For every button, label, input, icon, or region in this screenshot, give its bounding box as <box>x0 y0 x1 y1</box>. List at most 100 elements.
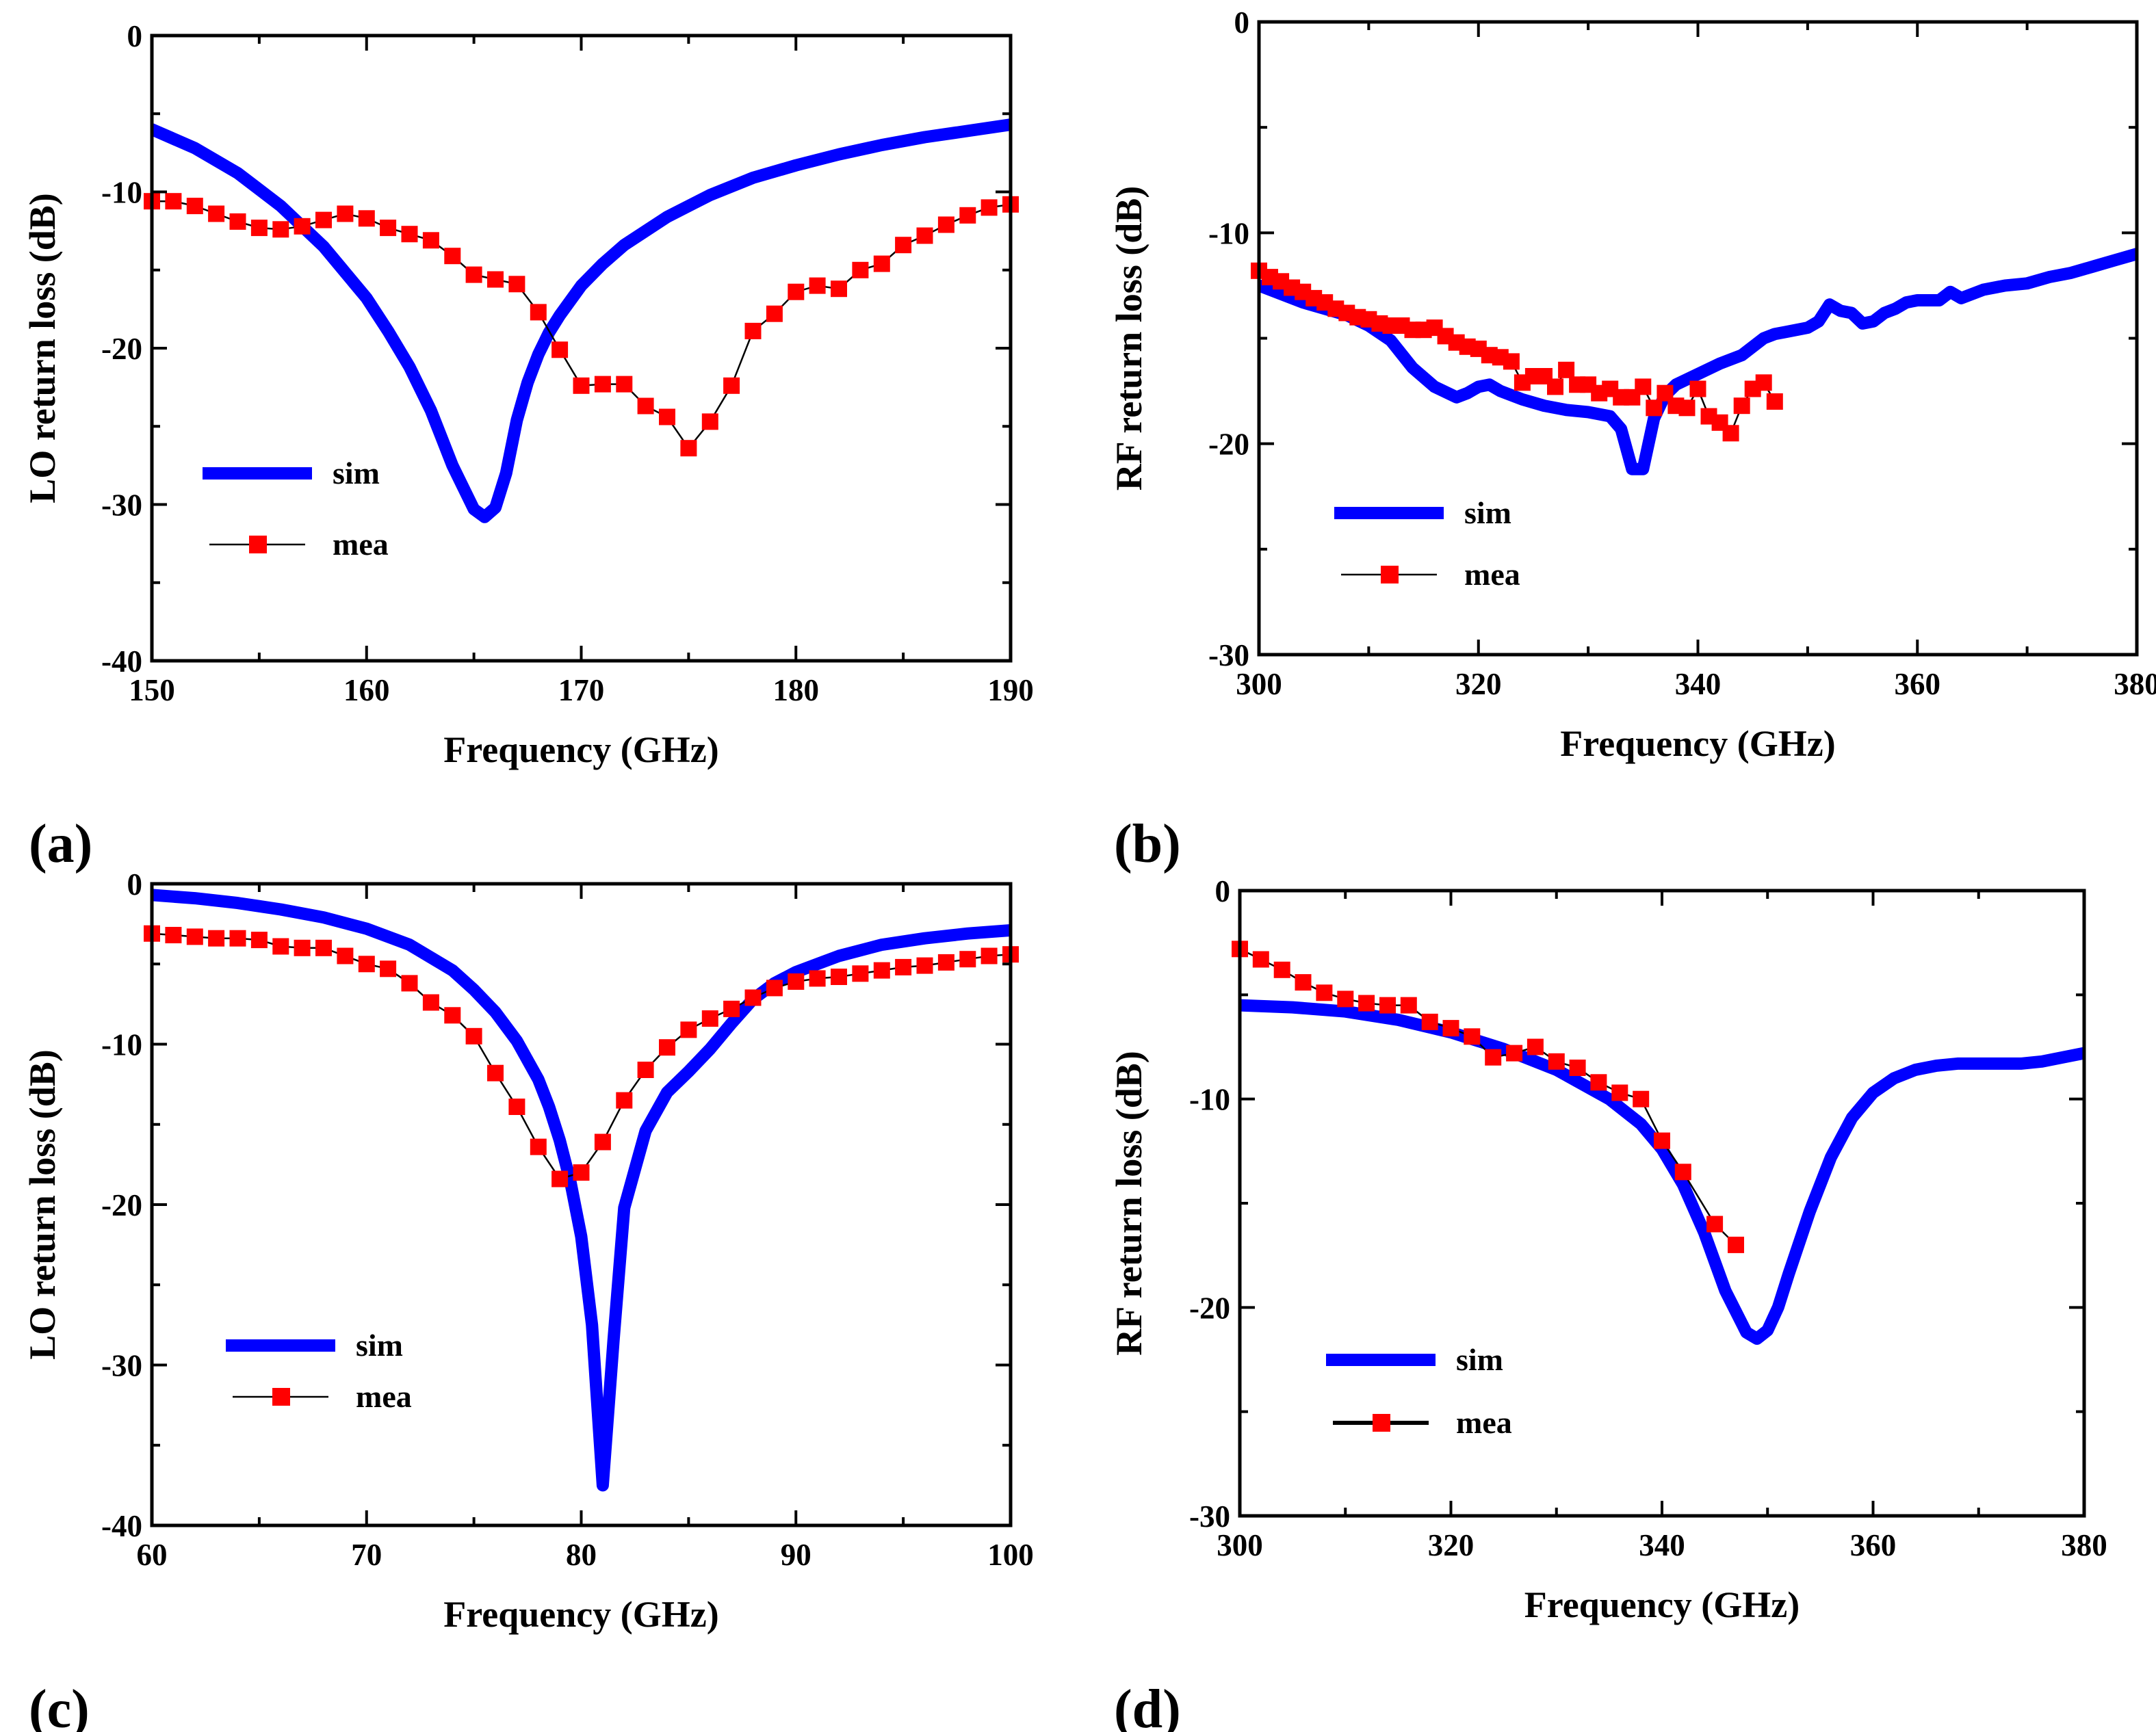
x-tick-label: 170 <box>558 673 605 707</box>
x-tick-label: 190 <box>987 673 1034 707</box>
legend: sim mea <box>1334 495 1520 592</box>
mea-point <box>1485 1049 1502 1066</box>
y-tick-label: 0 <box>127 19 143 53</box>
x-tick-label: 180 <box>773 673 820 707</box>
mea-point <box>422 994 439 1011</box>
y-tick-label: -40 <box>101 1509 142 1543</box>
legend-sim-label: sim <box>1464 495 1511 530</box>
mea-point <box>1728 1236 1744 1253</box>
x-tick-label: 60 <box>137 1538 168 1572</box>
mea-point <box>659 1039 675 1056</box>
mea-point <box>337 947 354 965</box>
x-tick-label: 90 <box>781 1538 811 1572</box>
panel-label: (c) <box>29 1679 90 1732</box>
y-axis-label: LO return loss (dB) <box>22 193 63 503</box>
y-tick-label: -30 <box>101 1349 142 1383</box>
mea-point <box>916 957 933 974</box>
mea-point <box>980 947 998 965</box>
legend-sim-label: sim <box>1456 1342 1503 1377</box>
mea-point <box>208 930 225 947</box>
mea-connector-line <box>1259 270 1776 435</box>
mea-point <box>852 261 869 278</box>
mea-point <box>508 276 525 293</box>
mea-point <box>1635 378 1652 395</box>
mea-point <box>508 1099 525 1115</box>
mea-point <box>1722 425 1739 442</box>
mea-point <box>1252 951 1269 968</box>
mea-connector-line <box>1240 948 1737 1246</box>
mea-point <box>723 1000 740 1017</box>
mea-point <box>809 970 826 987</box>
mea-point <box>294 218 311 235</box>
y-tick-label: -30 <box>1208 638 1249 672</box>
mea-point <box>573 377 590 394</box>
legend-mea-label: mea <box>356 1379 412 1414</box>
mea-point <box>1569 1060 1586 1076</box>
mea-point <box>487 1064 504 1081</box>
mea-point <box>594 1133 611 1151</box>
mea-point <box>165 927 182 943</box>
y-tick-label: -40 <box>101 644 142 679</box>
mea-point <box>1337 990 1354 1008</box>
mea-point <box>1646 399 1663 417</box>
chart-panel-c: 60 70 80 90 100 0 -10 -20 -30 -40 Frequency (GHz) L… <box>22 867 1034 1732</box>
legend-mea-marker <box>1373 1414 1390 1432</box>
mea-point <box>551 1170 569 1188</box>
mea-point <box>465 1027 482 1045</box>
mea-point <box>465 266 482 283</box>
mea-point <box>229 213 246 230</box>
mea-point <box>980 199 998 216</box>
legend-mea-marker <box>1381 566 1399 583</box>
mea-point <box>444 1007 461 1024</box>
y-tick-label: 0 <box>1215 874 1231 908</box>
sim-curve <box>1240 999 2084 1345</box>
mea-point <box>1527 1038 1544 1055</box>
y-tick-label: 0 <box>1234 5 1250 40</box>
mea-point <box>616 376 633 393</box>
legend-mea-label: mea <box>333 527 389 562</box>
y-axis-label: LO return loss (dB) <box>22 1049 63 1360</box>
y-tick-label: -10 <box>101 176 142 210</box>
mea-point <box>337 205 354 222</box>
mea-point <box>315 939 332 956</box>
x-tick-label: 340 <box>1639 1528 1685 1562</box>
mea-point <box>852 965 869 982</box>
mea-point <box>1316 984 1333 1001</box>
sim-curve <box>152 118 1011 523</box>
legend: sim mea <box>226 1328 412 1414</box>
x-tick-label: 100 <box>987 1538 1034 1572</box>
mea-point <box>788 973 805 990</box>
mea-point <box>766 980 783 997</box>
mea-point <box>788 283 805 300</box>
mea-point <box>1506 1045 1523 1062</box>
x-tick-label: 380 <box>2061 1528 2107 1562</box>
x-tick-label: 70 <box>351 1538 382 1572</box>
mea-point <box>895 958 912 975</box>
mea-point <box>1590 1074 1607 1091</box>
mea-point <box>873 255 890 272</box>
y-tick-label: -20 <box>101 1188 142 1222</box>
mea-point <box>594 376 611 393</box>
mea-point <box>1503 353 1520 370</box>
mea-point <box>1379 997 1396 1014</box>
x-axis-label: Frequency (GHz) <box>1560 723 1835 764</box>
mea-point <box>616 1092 633 1109</box>
mea-point <box>1678 399 1696 417</box>
panel-label: (a) <box>29 814 92 874</box>
x-tick-label: 340 <box>1675 667 1722 701</box>
y-tick-label: -20 <box>101 332 142 366</box>
mea-point <box>809 277 826 294</box>
mea-point <box>315 211 332 228</box>
mea-point <box>637 1062 654 1078</box>
x-axis-label: Frequency (GHz) <box>443 1594 718 1635</box>
mea-point <box>1358 995 1375 1012</box>
mea-point <box>831 280 847 298</box>
mea-point <box>208 205 225 222</box>
y-tick-label: -20 <box>1208 428 1249 462</box>
mea-point <box>937 216 954 233</box>
mea-point <box>380 960 397 977</box>
mea-point <box>1558 361 1575 378</box>
mea-point <box>959 951 976 968</box>
mea-point <box>895 237 912 254</box>
x-tick-label: 320 <box>1455 667 1502 701</box>
